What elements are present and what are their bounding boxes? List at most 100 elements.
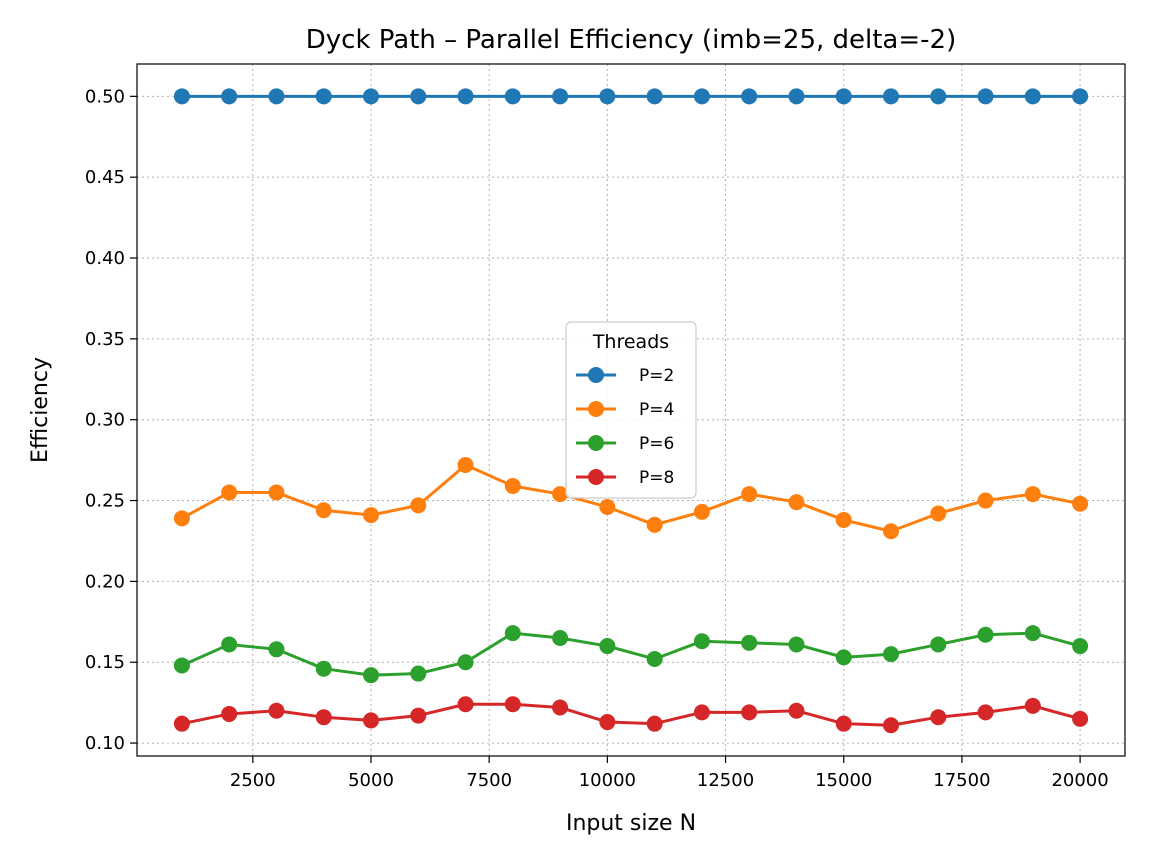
legend-item: P=6	[576, 434, 674, 454]
data-point	[363, 507, 379, 524]
data-point	[1072, 88, 1089, 105]
x-tick-label: 15000	[815, 770, 872, 791]
x-tick-label: 12500	[697, 770, 754, 791]
data-point	[552, 699, 569, 716]
data-point	[410, 665, 427, 682]
data-point	[883, 88, 899, 105]
x-tick-label: 17500	[933, 770, 990, 791]
y-tick-label: 0.10	[85, 733, 125, 754]
data-point	[599, 88, 616, 105]
chart-title: Dyck Path – Parallel Efficiency (imb=25,…	[306, 25, 956, 55]
data-point	[693, 503, 710, 520]
data-point	[599, 638, 616, 655]
legend-item: P=4	[576, 400, 674, 420]
grid	[137, 64, 1125, 756]
series-P=8	[173, 696, 1089, 734]
data-point	[883, 523, 899, 540]
data-point	[646, 715, 663, 732]
data-point	[221, 484, 238, 501]
data-point	[315, 709, 332, 726]
data-point	[504, 88, 521, 105]
data-point	[930, 505, 947, 522]
data-point	[410, 497, 427, 514]
data-point	[457, 696, 474, 713]
y-tick-label: 0.35	[85, 329, 125, 350]
data-point	[552, 88, 569, 105]
data-point	[315, 502, 332, 519]
data-point	[646, 650, 663, 667]
legend-label: P=4	[639, 400, 674, 420]
y-tick-label: 0.20	[85, 571, 125, 592]
data-point	[741, 88, 758, 105]
data-point	[1072, 638, 1089, 655]
legend-marker	[588, 367, 604, 383]
data-point	[693, 633, 710, 650]
y-axis-label: Efficiency	[28, 357, 53, 463]
data-point	[1072, 710, 1089, 727]
legend-title: Threads	[592, 331, 669, 353]
data-point	[552, 486, 569, 503]
data-point	[977, 88, 994, 105]
data-point	[835, 511, 852, 528]
data-point	[788, 636, 805, 653]
series-P=4	[173, 456, 1089, 540]
data-point	[173, 510, 190, 527]
legend-item: P=2	[576, 366, 674, 386]
data-point	[315, 660, 332, 677]
data-point	[977, 626, 994, 643]
data-point	[788, 88, 805, 105]
legend-marker	[588, 435, 604, 451]
data-point	[1024, 88, 1041, 105]
legend-label: P=2	[639, 366, 674, 386]
legend-item: P=8	[576, 468, 674, 488]
series-P=6	[173, 625, 1089, 684]
data-point	[977, 492, 994, 509]
data-point	[363, 667, 379, 684]
data-point	[835, 715, 852, 732]
data-point	[741, 486, 758, 503]
legend-marker	[588, 469, 604, 485]
data-point	[504, 477, 521, 494]
data-point	[410, 707, 427, 724]
y-tick-label: 0.45	[85, 167, 125, 188]
y-tick-label: 0.50	[85, 86, 125, 107]
x-tick-label: 5000	[348, 770, 394, 791]
x-tick-label: 2500	[230, 770, 276, 791]
plot-frame	[136, 63, 1126, 757]
x-tick-label: 7500	[466, 770, 512, 791]
data-point	[883, 717, 899, 734]
y-axis: 0.10 0.15 0.20 0.25 0.30 0.35 0.40 0.45 0.50	[85, 86, 137, 754]
x-tick-label: 20000	[1051, 770, 1108, 791]
data-point	[693, 704, 710, 721]
legend: Threads P=2 P=4 P=6 P=8	[565, 321, 697, 499]
data-point	[221, 705, 238, 722]
data-point	[930, 709, 947, 726]
data-point	[457, 88, 474, 105]
legend-label: P=8	[639, 468, 674, 488]
data-point	[930, 636, 947, 653]
data-point	[363, 712, 379, 729]
data-point	[457, 654, 474, 671]
data-point	[977, 704, 994, 721]
data-point	[173, 88, 190, 105]
data-point	[646, 88, 663, 105]
data-point	[504, 696, 521, 713]
data-point	[599, 714, 616, 731]
data-point	[268, 702, 285, 719]
x-axis-label: Input size N	[566, 811, 696, 836]
x-axis: 2500 5000 7500 10000 12500 15000 17500 20000	[230, 756, 1109, 791]
data-point	[741, 634, 758, 651]
data-point	[646, 516, 663, 533]
y-tick-label: 0.25	[85, 491, 125, 512]
legend-box	[565, 321, 697, 499]
series-P=2	[173, 88, 1089, 105]
data-point	[835, 649, 852, 666]
data-point	[221, 88, 238, 105]
data-point	[1072, 495, 1089, 512]
legend-label: P=6	[639, 434, 674, 454]
y-tick-label: 0.15	[85, 652, 125, 673]
series-layer	[173, 88, 1089, 734]
data-point	[221, 636, 238, 653]
data-point	[363, 88, 379, 105]
